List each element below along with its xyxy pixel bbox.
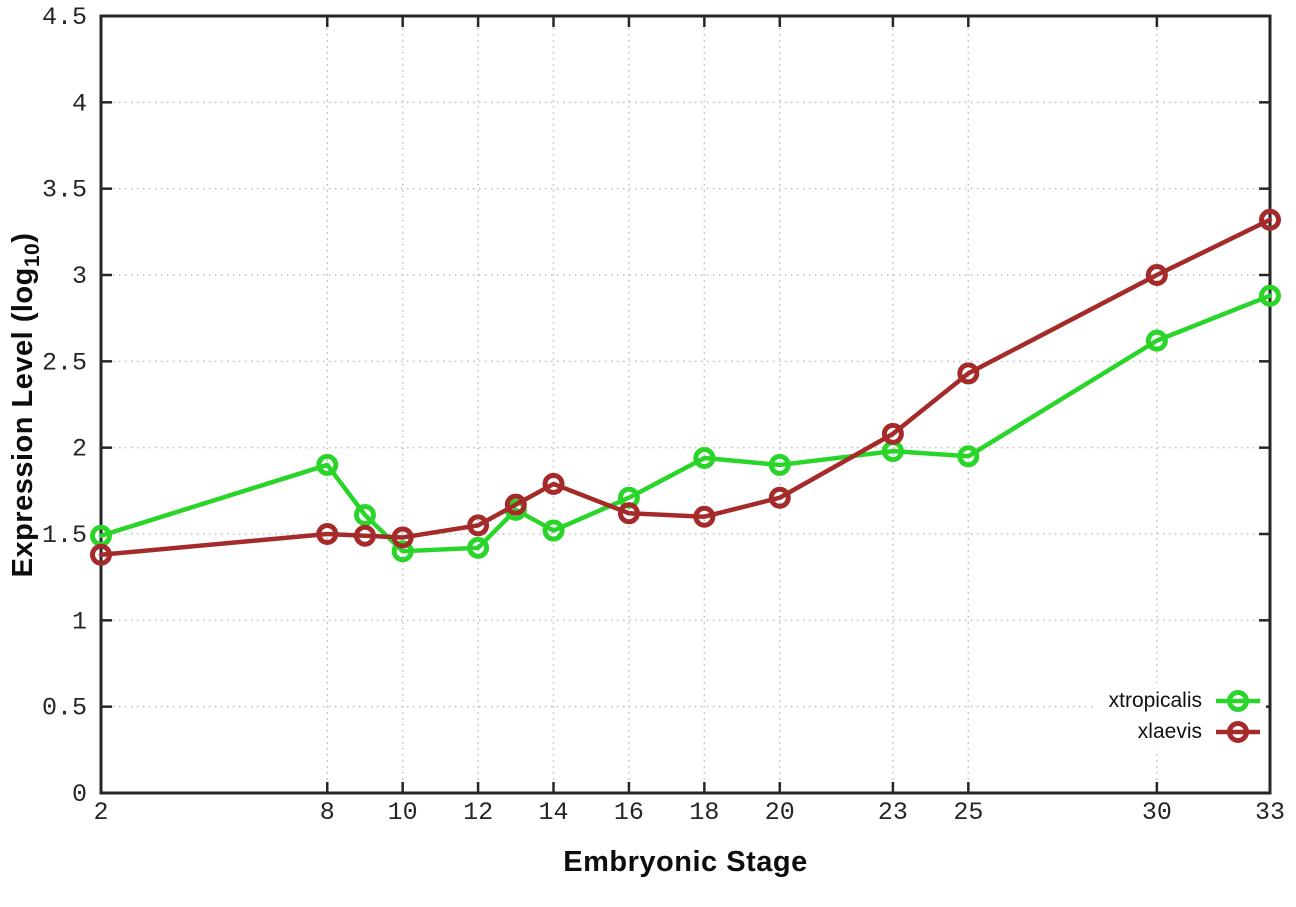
legend-item-xtropicalis: xtropicalis bbox=[1109, 685, 1262, 716]
y-tick-label: 3.5 bbox=[42, 176, 87, 205]
data-point-marker-xtropicalis bbox=[467, 536, 490, 559]
legend-circle-marker bbox=[1227, 720, 1249, 743]
y-tick-label: 1 bbox=[72, 607, 87, 636]
x-axis-title: Embryonic Stage bbox=[563, 846, 808, 878]
y-tick-label: 0.5 bbox=[42, 694, 87, 723]
data-point-marker-xlaevis bbox=[391, 526, 414, 549]
x-tick-label: 18 bbox=[689, 798, 719, 827]
data-point-marker-xlaevis bbox=[768, 486, 791, 509]
legend-label-xtropicalis: xtropicalis bbox=[1108, 688, 1202, 712]
x-tick-label: 16 bbox=[614, 798, 644, 827]
data-point-marker-xtropicalis bbox=[391, 540, 414, 563]
y-tick-label: 2 bbox=[72, 435, 87, 464]
y-axis-title-close: ) bbox=[7, 232, 40, 243]
data-point-marker-xtropicalis bbox=[1145, 329, 1168, 352]
data-point-marker-xtropicalis bbox=[768, 453, 791, 476]
data-point-marker-xlaevis bbox=[1145, 264, 1168, 286]
legend-marker-xlaevis bbox=[1216, 720, 1260, 743]
data-point-marker-xtropicalis bbox=[316, 453, 339, 476]
y-tick-label: 2.5 bbox=[42, 348, 87, 377]
y-axis-title: Expression Level (log10) bbox=[7, 233, 45, 578]
y-tick-label: 1.5 bbox=[42, 521, 87, 550]
x-tick-label: 12 bbox=[463, 798, 493, 827]
data-point-marker-xtropicalis bbox=[542, 519, 565, 542]
data-point-marker-xlaevis bbox=[1259, 208, 1281, 231]
series-line-xtropicalis bbox=[98, 293, 1273, 554]
data-point-marker-xlaevis bbox=[316, 523, 339, 545]
data-point-marker-xlaevis bbox=[693, 505, 716, 528]
x-tick-label: 10 bbox=[388, 798, 418, 827]
legend-label-xlaevis: xlaevis bbox=[1137, 719, 1202, 743]
data-point-marker-xtropicalis bbox=[957, 445, 980, 468]
legend-item-xlaevis: xlaevis bbox=[1109, 716, 1262, 747]
legend: xtropicalis xlaevis bbox=[1094, 683, 1266, 749]
data-point-marker-xtropicalis bbox=[1259, 284, 1281, 307]
series-line-xlaevis bbox=[98, 217, 1273, 557]
data-point-marker-xlaevis bbox=[90, 543, 112, 566]
x-tick-label: 8 bbox=[320, 798, 335, 827]
y-tick-label: 4.5 bbox=[42, 3, 87, 32]
legend-marker-xtropicalis bbox=[1216, 689, 1260, 712]
x-tick-label: 14 bbox=[539, 798, 569, 827]
data-point-marker-xlaevis bbox=[881, 422, 904, 445]
y-axis-title-text: Expression Level (log bbox=[7, 267, 40, 578]
data-point-marker-xlaevis bbox=[353, 524, 376, 547]
y-axis-title-subscript: 10 bbox=[20, 242, 44, 268]
data-point-marker-xlaevis bbox=[617, 502, 640, 525]
data-point-marker-xlaevis bbox=[504, 493, 527, 516]
data-point-marker-xtropicalis bbox=[353, 504, 376, 527]
plot-border bbox=[99, 14, 1272, 795]
y-tick-label: 3 bbox=[72, 262, 87, 291]
x-tick-label: 30 bbox=[1142, 798, 1172, 827]
data-point-marker-xlaevis bbox=[467, 514, 490, 537]
data-point-marker-xlaevis bbox=[957, 362, 980, 385]
x-tick-label: 2 bbox=[93, 798, 108, 827]
y-tick-label: 0 bbox=[72, 780, 87, 809]
x-tick-label: 23 bbox=[878, 798, 908, 827]
data-point-marker-xlaevis bbox=[542, 472, 565, 495]
x-tick-label: 33 bbox=[1255, 798, 1285, 827]
x-tick-label: 20 bbox=[765, 798, 795, 827]
x-tick-label: 25 bbox=[953, 798, 983, 827]
data-point-marker-xtropicalis bbox=[693, 447, 716, 470]
y-tick-label: 4 bbox=[72, 89, 87, 118]
legend-circle-marker bbox=[1227, 689, 1249, 712]
